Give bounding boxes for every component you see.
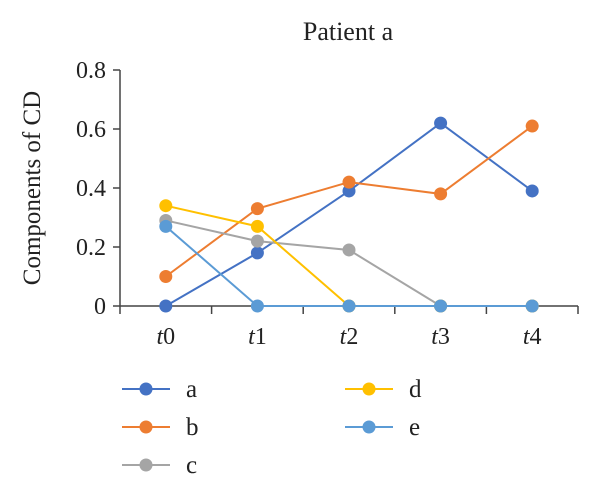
x-tick-label: t4 [523, 324, 542, 350]
legend-item-a: a [122, 376, 197, 403]
legend-item-e: e [345, 414, 420, 441]
data-point-e [525, 299, 539, 313]
data-point-a [434, 116, 448, 130]
y-tick-label: 0.4 [76, 176, 106, 202]
legend: abc de [122, 376, 422, 479]
x-tick-label: t0 [156, 324, 175, 350]
axes: 0 0.2 0.4 0.6 0.8 t0 t1 t2 t3 t4 [76, 58, 579, 350]
series-line-e [165, 225, 533, 307]
series-line-a [165, 121, 533, 307]
x-tick-label: t1 [248, 324, 267, 350]
data-point-c [250, 234, 264, 248]
y-tick-label: 0 [94, 294, 106, 320]
legend-label: e [409, 414, 420, 441]
data-point-d [159, 199, 173, 213]
legend-swatch-marker [139, 420, 153, 434]
y-tick-label: 0.8 [76, 58, 106, 84]
legend-label: b [186, 414, 199, 441]
series-layer [159, 116, 539, 313]
data-point-b [525, 119, 539, 133]
legend-item-c: c [122, 452, 197, 479]
data-point-b [250, 202, 264, 216]
data-point-b [159, 270, 173, 283]
x-tick-label: t2 [340, 324, 359, 350]
data-point-d [250, 219, 264, 233]
data-point-c [342, 243, 356, 257]
data-point-b [434, 187, 448, 201]
series-b [159, 119, 539, 283]
legend-item-d: d [345, 376, 422, 403]
data-point-b [342, 175, 356, 189]
y-tick-label: 0.6 [76, 117, 106, 143]
data-point-a [525, 184, 539, 198]
series-line-c [165, 219, 533, 307]
chart-title: Patient a [303, 17, 394, 46]
data-point-a [250, 246, 264, 260]
legend-label: c [186, 452, 197, 479]
y-tick-label: 0.2 [76, 235, 106, 261]
data-point-e [434, 299, 448, 313]
data-point-e [342, 299, 356, 313]
series-a [159, 116, 539, 313]
legend-swatch-marker [362, 420, 376, 434]
series-c [159, 213, 539, 313]
data-point-e [250, 299, 264, 313]
legend-swatch-marker [362, 382, 376, 396]
legend-swatch-marker [139, 458, 153, 472]
series-e [159, 219, 539, 313]
legend-label: d [409, 376, 422, 403]
legend-label: a [186, 376, 197, 403]
x-tick-label: t3 [431, 324, 450, 350]
data-point-e [159, 219, 173, 233]
data-point-a [159, 299, 173, 313]
legend-item-b: b [122, 414, 199, 441]
legend-swatch-marker [139, 382, 153, 396]
y-axis-label: Components of CD [19, 91, 46, 285]
